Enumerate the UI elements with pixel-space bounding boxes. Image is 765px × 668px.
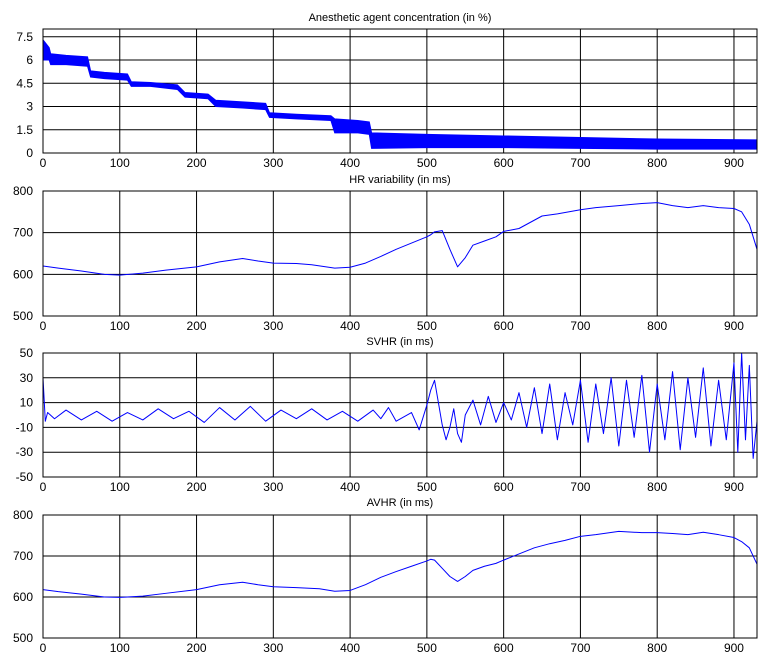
x-tick-label: 0 (40, 319, 47, 333)
chart-title: AVHR (in ms) (367, 497, 433, 509)
y-tick-label: 4.5 (16, 76, 33, 90)
y-tick-label: 1.5 (16, 123, 33, 137)
panel-concentration: Anesthetic agent concentration (in %) 0 1… (16, 12, 758, 170)
x-tick-label: 200 (187, 480, 207, 494)
x-tick-label: 400 (340, 156, 360, 170)
x-tick-label: 900 (724, 641, 744, 655)
x-tick-label: 800 (647, 641, 667, 655)
series-band (42, 38, 758, 150)
x-tick-label: 0 (40, 641, 47, 655)
x-tick-label: 800 (647, 319, 667, 333)
y-tick-label: 0 (26, 146, 33, 160)
y-tick-label: 800 (13, 184, 33, 198)
y-tick-label: 700 (13, 226, 33, 240)
x-tick-label: 300 (263, 480, 283, 494)
x-tick-label: 100 (110, 480, 130, 494)
plot-frame (42, 352, 758, 478)
plot-frame (42, 28, 758, 154)
y-tick-label: 500 (13, 631, 33, 645)
x-tick-label: 900 (724, 319, 744, 333)
x-tick-label: 300 (263, 641, 283, 655)
chart-title: Anesthetic agent concentration (in %) (309, 12, 492, 24)
y-tick-label: -30 (16, 445, 34, 459)
y-tick-label: 600 (13, 590, 33, 604)
x-tick-label: 700 (570, 641, 590, 655)
x-tick-label: 900 (724, 480, 744, 494)
x-tick-label: 0 (40, 480, 47, 494)
x-tick-label: 700 (570, 319, 590, 333)
x-tick-label: 400 (340, 319, 360, 333)
y-tick-label: -50 (16, 470, 34, 484)
x-tick-label: 200 (187, 319, 207, 333)
x-tick-label: 600 (494, 480, 514, 494)
x-tick-label: 900 (724, 156, 744, 170)
y-tick-label: 800 (13, 508, 33, 522)
x-tick-label: 100 (110, 156, 130, 170)
y-tick-label: 7.5 (16, 30, 33, 44)
x-tick-label: 500 (417, 480, 437, 494)
x-tick-label: 400 (340, 641, 360, 655)
y-tick-label: 500 (13, 309, 33, 323)
chart-title: SVHR (in ms) (366, 336, 433, 348)
x-tick-label: 300 (263, 319, 283, 333)
x-tick-label: 400 (340, 480, 360, 494)
y-tick-label: 700 (13, 549, 33, 563)
y-tick-label: -10 (16, 420, 34, 434)
series-line (42, 530, 758, 598)
y-tick-label: 6 (26, 53, 33, 67)
y-tick-label: 30 (20, 371, 34, 385)
panel-svhr: SVHR (in ms) 0 100 200 300 400 500 600 700 800 90… (16, 336, 758, 494)
y-tick-label: 600 (13, 267, 33, 281)
x-tick-label: 600 (494, 156, 514, 170)
x-tick-label: 200 (187, 641, 207, 655)
y-tick-label: 10 (20, 396, 34, 410)
y-tick-label: 50 (20, 346, 34, 360)
x-tick-label: 700 (570, 480, 590, 494)
x-tick-label: 500 (417, 319, 437, 333)
x-tick-label: 300 (263, 156, 283, 170)
x-tick-label: 600 (494, 641, 514, 655)
plot-frame (42, 514, 758, 639)
x-tick-label: 800 (647, 156, 667, 170)
x-tick-label: 0 (40, 156, 47, 170)
x-tick-label: 700 (570, 156, 590, 170)
series-line (42, 202, 758, 276)
plot-frame (42, 190, 758, 317)
x-tick-label: 500 (417, 156, 437, 170)
x-tick-label: 100 (110, 319, 130, 333)
y-tick-label: 3 (26, 100, 33, 114)
x-tick-label: 800 (647, 480, 667, 494)
panel-hr-variability: HR variability (in ms) 0 100 200 300 400 500 6… (13, 174, 758, 333)
x-tick-label: 200 (187, 156, 207, 170)
series-line (42, 352, 758, 459)
chart-title: HR variability (in ms) (349, 174, 450, 186)
x-tick-label: 500 (417, 641, 437, 655)
x-tick-label: 600 (494, 319, 514, 333)
panel-avhr: AVHR (in ms) 0 100 200 300 400 500 600 700 800 90… (13, 497, 758, 655)
x-tick-label: 100 (110, 641, 130, 655)
